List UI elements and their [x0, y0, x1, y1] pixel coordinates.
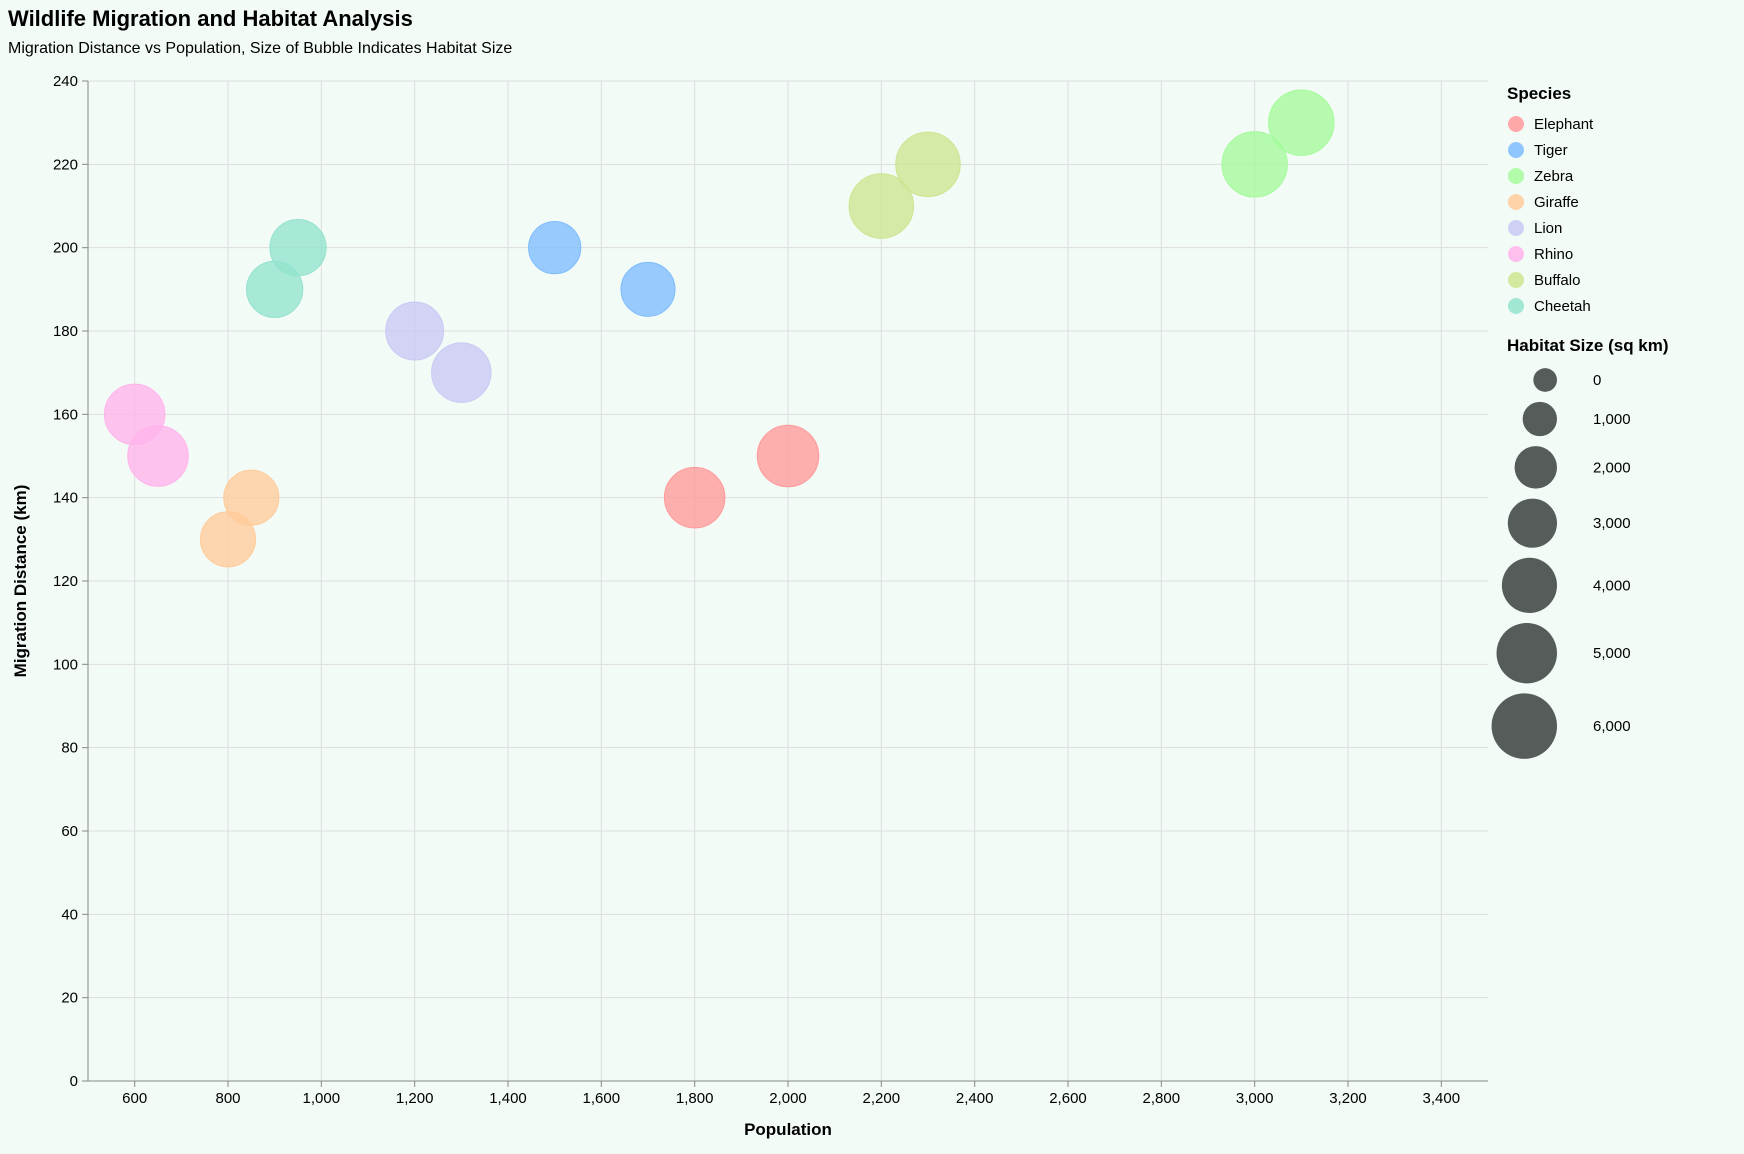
x-tick-label: 1,000	[303, 1090, 341, 1107]
size-legend-circle	[1533, 368, 1557, 392]
size-legend-circle	[1507, 498, 1557, 548]
legend-label-buffalo: Buffalo	[1534, 272, 1580, 289]
size-legend-label: 2,000	[1593, 459, 1631, 476]
chart-title: Wildlife Migration and Habitat Analysis	[8, 6, 413, 31]
size-legend-circle	[1522, 401, 1557, 437]
legend-swatch-elephant	[1508, 116, 1524, 132]
x-tick-label: 1,200	[396, 1090, 434, 1107]
x-tick-label: 2,800	[1143, 1090, 1181, 1107]
size-legend-title: Habitat Size (sq km)	[1507, 336, 1669, 355]
species-legend-title: Species	[1507, 84, 1571, 103]
bubble-cheetah[interactable]	[269, 219, 327, 277]
legend-label-tiger: Tiger	[1534, 142, 1568, 159]
legend-label-giraffe: Giraffe	[1534, 194, 1579, 211]
legend-swatch-cheetah	[1508, 298, 1524, 314]
y-tick-label: 200	[53, 240, 78, 257]
y-tick-label: 180	[53, 323, 78, 340]
size-legend-label: 6,000	[1593, 718, 1631, 735]
bubble-lion[interactable]	[385, 301, 445, 361]
size-legend-circle	[1501, 557, 1557, 613]
y-tick-label: 120	[53, 573, 78, 590]
bubble-elephant[interactable]	[756, 424, 820, 488]
x-tick-label: 1,600	[583, 1090, 621, 1107]
legend-swatch-buffalo	[1508, 272, 1524, 288]
x-tick-label: 3,400	[1423, 1090, 1461, 1107]
x-tick-label: 3,200	[1329, 1090, 1367, 1107]
y-tick-label: 80	[61, 740, 78, 757]
bubble-rhino[interactable]	[127, 425, 189, 487]
size-legend-label: 5,000	[1593, 645, 1631, 662]
bubble-zebra[interactable]	[1268, 89, 1335, 156]
bubble-buffalo[interactable]	[895, 131, 961, 198]
legend-swatch-giraffe	[1508, 194, 1524, 210]
x-tick-label: 1,400	[489, 1090, 527, 1107]
y-tick-label: 240	[53, 73, 78, 90]
legend-swatch-rhino	[1508, 246, 1524, 262]
legend-label-cheetah: Cheetah	[1534, 298, 1591, 315]
x-tick-label: 3,000	[1236, 1090, 1274, 1107]
size-legend-label: 0	[1593, 372, 1601, 389]
bubble-tiger[interactable]	[620, 261, 676, 317]
bubble-buffalo[interactable]	[848, 173, 915, 239]
legend-label-lion: Lion	[1534, 220, 1562, 237]
legend-label-rhino: Rhino	[1534, 246, 1573, 263]
y-tick-label: 60	[61, 823, 78, 840]
y-tick-label: 40	[61, 906, 78, 923]
x-tick-label: 2,000	[769, 1090, 807, 1107]
x-tick-label: 1,800	[676, 1090, 714, 1107]
y-axis-title: Migration Distance (km)	[11, 485, 30, 678]
x-axis-title: Population	[744, 1120, 832, 1139]
y-tick-label: 220	[53, 156, 78, 173]
x-tick-label: 2,400	[956, 1090, 994, 1107]
chart-subtitle: Migration Distance vs Population, Size o…	[8, 40, 513, 57]
bubble-elephant[interactable]	[663, 466, 726, 529]
y-tick-label: 100	[53, 656, 78, 673]
legend-label-zebra: Zebra	[1534, 168, 1574, 185]
size-legend-label: 4,000	[1593, 577, 1631, 594]
legend-swatch-zebra	[1508, 168, 1524, 184]
legend-swatch-lion	[1508, 220, 1524, 236]
bubble-zebra[interactable]	[1221, 131, 1288, 198]
y-tick-label: 0	[70, 1073, 78, 1090]
bubble-lion[interactable]	[431, 342, 492, 403]
size-legend-circle	[1514, 446, 1557, 489]
x-tick-label: 800	[215, 1090, 240, 1107]
y-tick-label: 140	[53, 490, 78, 507]
y-tick-label: 20	[61, 990, 78, 1007]
legend-label-elephant: Elephant	[1534, 116, 1594, 133]
x-tick-label: 2,200	[863, 1090, 901, 1107]
size-legend-label: 3,000	[1593, 515, 1631, 532]
x-tick-label: 2,600	[1049, 1090, 1087, 1107]
legend-swatch-tiger	[1508, 142, 1524, 158]
x-tick-label: 600	[122, 1090, 147, 1107]
bubble-giraffe[interactable]	[223, 469, 280, 526]
bubble-tiger[interactable]	[528, 221, 582, 275]
y-tick-label: 160	[53, 406, 78, 423]
size-legend-label: 1,000	[1593, 411, 1631, 428]
size-legend-circle	[1491, 693, 1558, 759]
size-legend-circle	[1496, 622, 1557, 684]
